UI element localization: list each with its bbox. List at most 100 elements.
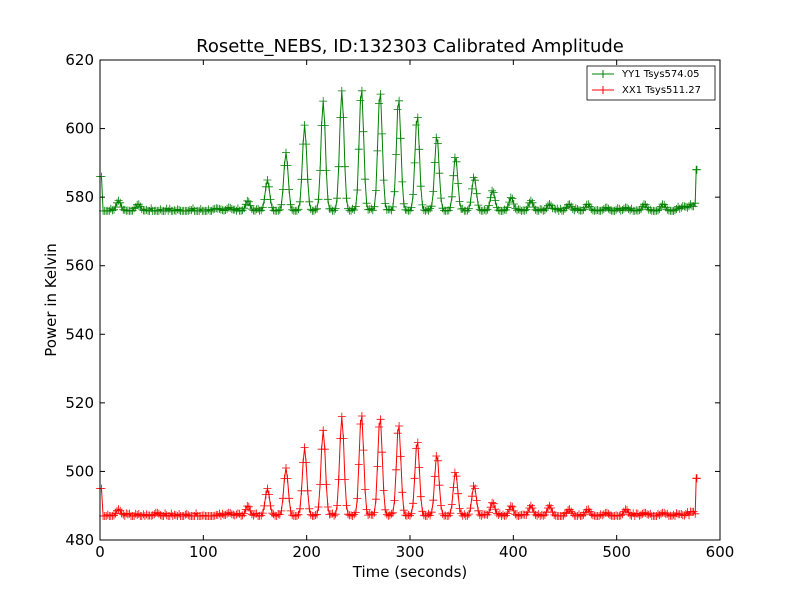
data-point — [635, 511, 644, 520]
data-point — [294, 205, 303, 214]
data-point — [223, 204, 232, 213]
data-point — [446, 509, 455, 518]
data-point — [137, 205, 146, 214]
data-point — [223, 509, 232, 518]
data-point — [429, 187, 438, 196]
data-point — [296, 197, 304, 206]
data-point — [340, 162, 349, 171]
data-point — [511, 204, 520, 213]
data-point — [638, 509, 647, 518]
data-point — [506, 193, 515, 202]
data-point — [147, 511, 156, 520]
data-point — [288, 205, 297, 214]
data-point — [599, 205, 608, 214]
x-tick-label: 100 — [189, 543, 218, 561]
data-point — [681, 509, 690, 518]
data-point — [216, 205, 225, 214]
data-point — [390, 496, 399, 505]
data-point — [247, 510, 256, 519]
y-axis-label: Power in Kelvin — [42, 243, 60, 357]
data-point — [356, 96, 365, 105]
data-point — [430, 158, 439, 167]
data-point — [660, 508, 669, 517]
data-point — [399, 506, 408, 515]
y-tick-label: 560 — [65, 257, 94, 275]
data-point — [621, 505, 630, 514]
data-point — [354, 460, 363, 469]
data-point — [255, 206, 264, 215]
data-point — [395, 96, 404, 105]
data-point — [322, 480, 331, 489]
data-point — [266, 501, 275, 510]
data-point — [368, 206, 377, 215]
data-point — [489, 499, 498, 508]
data-point — [162, 511, 171, 520]
legend: YY1 Tsys574.05 XX1 Tsys511.27 — [586, 65, 716, 101]
data-point — [506, 502, 515, 510]
data-point — [641, 508, 650, 517]
data-point — [474, 506, 483, 515]
data-point — [333, 194, 342, 203]
data-point — [429, 496, 438, 505]
data-point — [120, 205, 129, 214]
data-point — [359, 127, 368, 136]
data-point — [452, 157, 461, 166]
data-point — [508, 502, 517, 511]
data-point — [550, 510, 559, 519]
data-point — [314, 503, 323, 511]
data-point — [311, 511, 320, 519]
data-point — [393, 429, 402, 438]
data-point — [313, 510, 321, 519]
data-point — [105, 206, 114, 215]
data-point — [396, 452, 405, 461]
data-point — [578, 511, 586, 520]
data-point — [300, 121, 309, 130]
data-point — [337, 86, 346, 95]
data-point — [661, 510, 670, 519]
legend-box — [586, 65, 716, 101]
data-point — [240, 509, 249, 518]
data-point — [466, 198, 475, 207]
y-tick-label: 600 — [65, 120, 94, 138]
data-point — [196, 205, 205, 213]
data-point — [330, 511, 339, 520]
series-line — [100, 415, 697, 517]
data-point — [357, 412, 366, 420]
data-point — [207, 206, 216, 215]
data-point — [409, 499, 418, 508]
data-point — [540, 206, 549, 215]
data-point — [449, 171, 458, 180]
data-point — [534, 510, 543, 519]
data-point — [330, 206, 339, 215]
data-point — [578, 206, 586, 215]
data-point — [319, 97, 328, 106]
data-point — [175, 510, 184, 519]
data-point — [340, 475, 349, 484]
data-point — [646, 205, 655, 214]
data-point — [243, 196, 252, 205]
data-point — [272, 512, 281, 520]
data-point — [246, 506, 255, 515]
data-point — [319, 426, 328, 435]
data-point — [396, 134, 405, 143]
data-point — [292, 511, 301, 520]
data-point — [423, 205, 431, 214]
data-point — [300, 443, 309, 452]
data-point — [187, 206, 196, 215]
data-point — [216, 512, 225, 520]
data-point — [171, 511, 180, 520]
data-point — [418, 200, 427, 209]
data-point — [485, 508, 493, 517]
data-point — [564, 200, 573, 209]
data-point — [477, 511, 486, 520]
data-point — [582, 505, 591, 514]
data-point — [551, 205, 560, 214]
y-tick-label: 580 — [65, 188, 94, 206]
data-point — [455, 197, 464, 206]
data-point — [419, 206, 428, 214]
legend-marker-yy1 — [599, 70, 607, 78]
data-point — [362, 505, 371, 514]
data-point — [395, 422, 404, 430]
data-point — [499, 206, 507, 215]
